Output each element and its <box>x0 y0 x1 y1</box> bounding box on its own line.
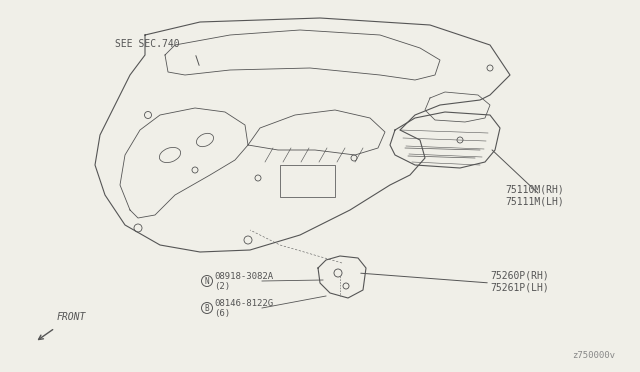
Text: SEE SEC.740: SEE SEC.740 <box>115 39 180 49</box>
Text: 75260P(RH): 75260P(RH) <box>490 270 548 280</box>
Text: B: B <box>205 304 209 313</box>
Text: 08918-3082A: 08918-3082A <box>214 272 273 281</box>
Text: 75110M(RH): 75110M(RH) <box>505 184 564 194</box>
Text: z750000v: z750000v <box>572 351 615 360</box>
Text: FRONT: FRONT <box>57 312 86 322</box>
Text: N: N <box>205 277 209 286</box>
Text: 75261P(LH): 75261P(LH) <box>490 282 548 292</box>
Text: 08146-8122G: 08146-8122G <box>214 299 273 308</box>
Text: 75111M(LH): 75111M(LH) <box>505 196 564 206</box>
Text: (6): (6) <box>214 309 230 318</box>
Text: (2): (2) <box>214 282 230 291</box>
